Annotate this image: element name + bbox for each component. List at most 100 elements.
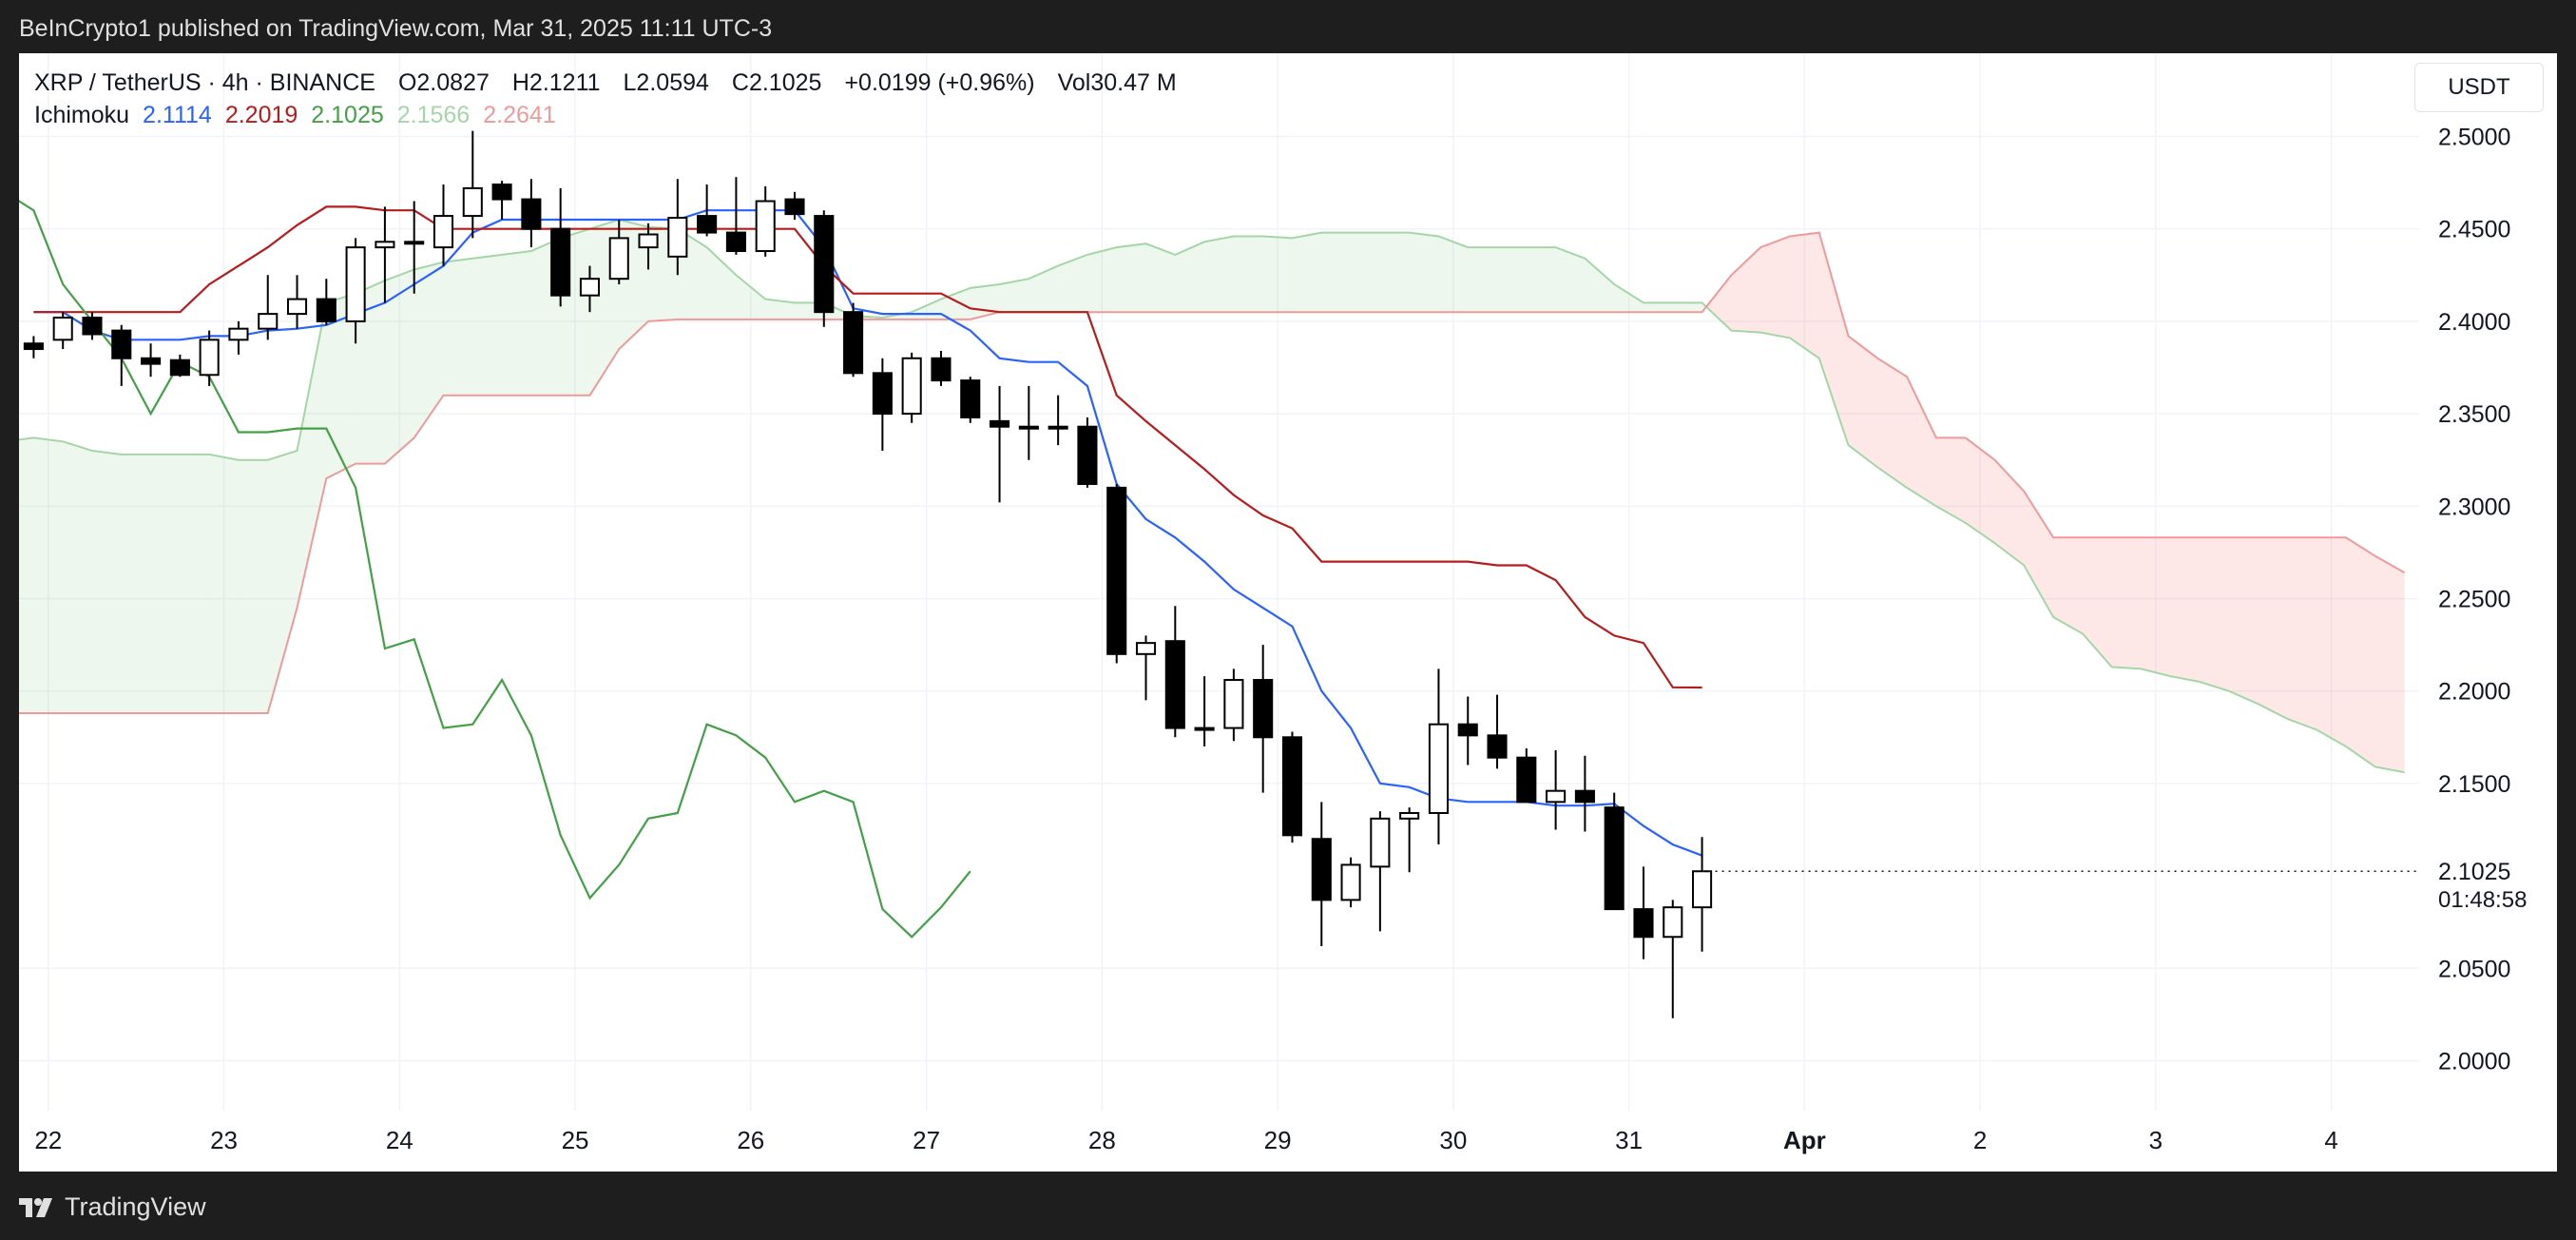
cloud-bullish xyxy=(384,269,414,464)
x-tick-label: Apr xyxy=(1783,1126,1826,1154)
cloud-bearish xyxy=(2228,537,2259,705)
candle-down xyxy=(1106,486,1127,655)
candle-up xyxy=(901,357,922,416)
candle-down xyxy=(697,215,718,234)
cloud-bullish xyxy=(356,281,385,464)
candle-up xyxy=(1663,906,1683,939)
candle-down xyxy=(550,227,571,297)
cloud-bearish xyxy=(2374,555,2405,773)
candle-up xyxy=(1399,812,1420,820)
tradingview-logo[interactable]: TradingView xyxy=(19,1192,206,1222)
candle-up xyxy=(199,339,220,377)
cloud-bearish xyxy=(2024,491,2054,617)
tenkan-value: 2.1114 xyxy=(143,101,212,128)
y-tick-label: 2.3500 xyxy=(2438,401,2510,428)
candle-down xyxy=(316,298,336,322)
chikou-value: 2.1025 xyxy=(311,101,384,128)
candle-up xyxy=(1194,727,1215,731)
y-tick-label: 2.1500 xyxy=(2438,771,2510,798)
candle-up xyxy=(1340,863,1361,901)
cloud-bullish xyxy=(1555,247,1586,313)
cloud-bullish xyxy=(1292,232,1322,313)
chikou-line xyxy=(19,200,971,939)
tradingview-icon xyxy=(19,1197,52,1217)
x-tick-label: 30 xyxy=(1439,1126,1467,1154)
cloud-bullish xyxy=(326,293,356,479)
candle-down xyxy=(960,379,981,418)
x-tick-label: 26 xyxy=(737,1126,764,1154)
candle-down xyxy=(1077,425,1098,485)
candle-down xyxy=(1633,908,1654,939)
countdown-label: 01:48:58 xyxy=(2438,887,2527,913)
candle-up xyxy=(608,237,629,281)
candle-up xyxy=(755,200,776,253)
candle-up xyxy=(1223,679,1244,729)
close-value: C2.1025 xyxy=(731,68,822,96)
low-value: L2.0594 xyxy=(623,68,709,96)
candle-down xyxy=(521,198,542,230)
chart-panel[interactable]: 2.0000 2.0500 2.1025 2.1500 2.2000 2.2500 2.30… xyxy=(19,53,2557,1172)
symbol-title[interactable]: XRP / TetherUS · 4h · BINANCE xyxy=(34,68,375,96)
candle-down xyxy=(23,342,44,351)
span-b-value: 2.2641 xyxy=(483,101,556,128)
cloud-bullish xyxy=(1204,236,1234,313)
cloud-bearish xyxy=(2200,537,2229,691)
candle-down xyxy=(872,372,893,416)
bottom-bar: TradingView xyxy=(0,1172,2576,1240)
candle-down xyxy=(1311,838,1332,901)
cloud-bullish xyxy=(180,454,210,714)
cloud-bullish xyxy=(209,454,239,714)
cloud-bearish xyxy=(1848,336,1878,468)
y-tick-label: 2.2500 xyxy=(2438,586,2510,612)
cloud-bearish xyxy=(2170,537,2201,682)
price-chart[interactable]: 2.0000 2.0500 2.1025 2.1500 2.2000 2.2500 2.30… xyxy=(19,53,2557,1172)
x-tick-label: 23 xyxy=(210,1126,238,1154)
x-tick-label: 3 xyxy=(2149,1126,2163,1154)
x-tick-label: 31 xyxy=(1615,1126,1643,1154)
kijun-value: 2.2019 xyxy=(224,101,298,128)
y-tick-label: 2.3000 xyxy=(2438,494,2510,520)
cloud-bullish xyxy=(1585,258,1615,313)
x-tick-label: 29 xyxy=(1264,1126,1292,1154)
candle-down xyxy=(491,184,512,201)
volume-value: Vol30.47 M xyxy=(1057,68,1177,96)
currency-button[interactable]: USDT xyxy=(2414,63,2544,112)
cloud-bearish xyxy=(2346,537,2375,767)
cloud-bearish xyxy=(2287,537,2317,730)
cloud-bullish xyxy=(238,459,268,714)
cloud-bullish xyxy=(736,275,766,320)
y-tick-label: 2.4000 xyxy=(2438,309,2510,336)
top-bar: BeInCrypto1 published on TradingView.com… xyxy=(0,0,2576,53)
cloud-bullish xyxy=(1028,265,1059,313)
cloud-bullish xyxy=(1233,236,1263,313)
candle-down xyxy=(725,231,746,253)
cloud-bullish xyxy=(1468,247,1498,313)
cloud-bullish xyxy=(765,299,796,320)
cloud-bullish xyxy=(1438,236,1469,313)
cloud-bullish xyxy=(19,437,34,714)
indicator-name[interactable]: Ichimoku xyxy=(34,101,130,128)
candle-down xyxy=(1604,806,1624,911)
cloud-bearish xyxy=(1877,358,1908,488)
candle-up xyxy=(1546,789,1567,804)
candle-up xyxy=(1692,870,1713,909)
cloud-bullish xyxy=(413,262,444,438)
y-tick-label: 2.4500 xyxy=(2438,217,2510,243)
senkou-span-a-line xyxy=(19,218,2405,774)
x-tick-label: 24 xyxy=(386,1126,413,1154)
cloud-bearish xyxy=(2053,537,2083,634)
cloud-bearish xyxy=(1935,437,1966,523)
cloud-bearish xyxy=(1965,437,1995,544)
candle-down xyxy=(1281,736,1303,837)
cloud-bullish xyxy=(1497,247,1527,313)
tenkan-line xyxy=(33,209,1702,857)
candle-up xyxy=(404,241,425,245)
senkou-span-b-line xyxy=(19,231,2406,714)
candle-up xyxy=(1428,723,1449,815)
cloud-bullish xyxy=(1379,232,1410,313)
cloud-bullish xyxy=(1175,242,1205,313)
cloud-bullish xyxy=(63,441,92,714)
cloud-bullish xyxy=(1116,243,1146,313)
cloud-bullish xyxy=(121,454,151,714)
candle-up xyxy=(638,233,659,249)
